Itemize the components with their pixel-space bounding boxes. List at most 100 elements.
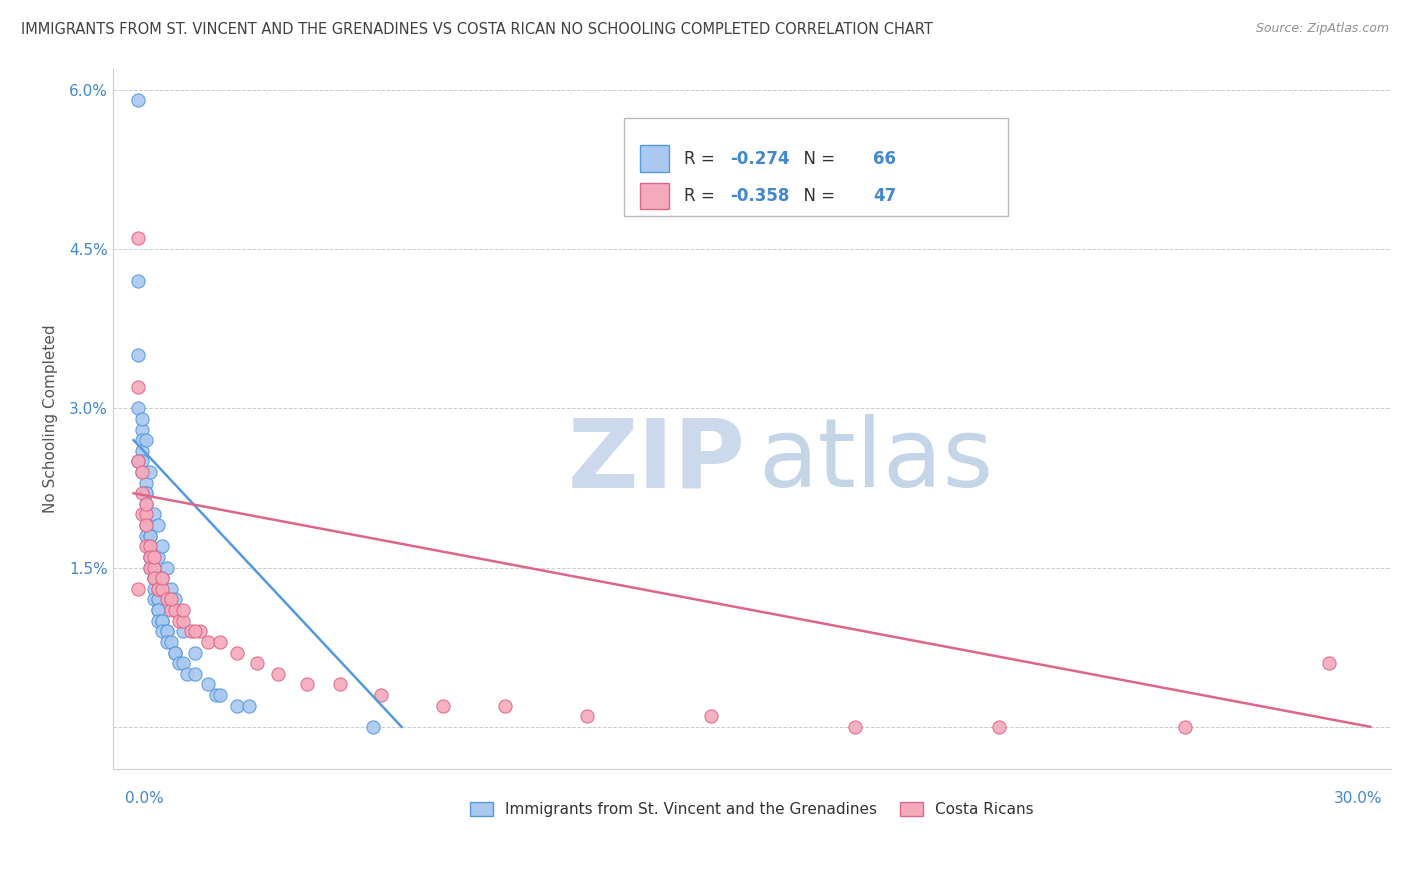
- Point: [155, 592, 177, 607]
- Point: [135, 529, 157, 543]
- Point: [152, 571, 174, 585]
- Point: [139, 539, 162, 553]
- Point: [238, 698, 260, 713]
- Point: [131, 454, 153, 468]
- Point: [127, 274, 149, 288]
- Point: [205, 688, 228, 702]
- Point: [267, 666, 290, 681]
- Point: [148, 592, 170, 607]
- Point: [152, 624, 174, 639]
- Text: -0.274: -0.274: [730, 150, 790, 168]
- Point: [159, 603, 181, 617]
- Point: [135, 486, 157, 500]
- Point: [135, 508, 157, 522]
- Point: [180, 624, 202, 639]
- Point: [139, 539, 162, 553]
- Point: [155, 560, 177, 574]
- Point: [135, 433, 157, 447]
- Point: [135, 486, 157, 500]
- Point: [139, 560, 162, 574]
- Point: [127, 231, 149, 245]
- Point: [131, 423, 153, 437]
- Legend: Immigrants from St. Vincent and the Grenadines, Costa Ricans: Immigrants from St. Vincent and the Gren…: [463, 795, 1042, 825]
- Point: [152, 571, 174, 585]
- Point: [172, 603, 194, 617]
- Point: [163, 646, 186, 660]
- Point: [135, 518, 157, 533]
- Point: [143, 549, 166, 564]
- Point: [139, 529, 162, 543]
- Point: [152, 614, 174, 628]
- Text: atlas: atlas: [758, 415, 994, 508]
- Point: [370, 688, 392, 702]
- Point: [143, 571, 166, 585]
- Point: [148, 582, 170, 596]
- Point: [131, 465, 153, 479]
- Point: [159, 592, 181, 607]
- Point: [139, 529, 162, 543]
- Point: [209, 635, 232, 649]
- Point: [155, 624, 177, 639]
- Text: 47: 47: [873, 187, 897, 205]
- Point: [988, 720, 1011, 734]
- Y-axis label: No Schooling Completed: No Schooling Completed: [44, 325, 58, 513]
- Point: [225, 698, 247, 713]
- Text: -0.358: -0.358: [730, 187, 790, 205]
- Point: [197, 677, 219, 691]
- Text: R =: R =: [685, 187, 720, 205]
- Point: [135, 518, 157, 533]
- Point: [1174, 720, 1197, 734]
- Point: [143, 571, 166, 585]
- Text: 30.0%: 30.0%: [1334, 790, 1382, 805]
- Text: R =: R =: [685, 150, 720, 168]
- Point: [139, 465, 162, 479]
- Bar: [640, 145, 669, 172]
- Text: 66: 66: [873, 150, 897, 168]
- Point: [184, 646, 207, 660]
- Point: [329, 677, 352, 691]
- Point: [135, 539, 157, 553]
- Point: [148, 549, 170, 564]
- Point: [143, 560, 166, 574]
- Point: [135, 497, 157, 511]
- Text: IMMIGRANTS FROM ST. VINCENT AND THE GRENADINES VS COSTA RICAN NO SCHOOLING COMPL: IMMIGRANTS FROM ST. VINCENT AND THE GREN…: [21, 22, 934, 37]
- Point: [127, 454, 149, 468]
- Point: [361, 720, 384, 734]
- Point: [155, 624, 177, 639]
- Point: [209, 688, 232, 702]
- Point: [127, 401, 149, 416]
- Point: [131, 443, 153, 458]
- Point: [844, 720, 866, 734]
- Point: [176, 666, 198, 681]
- Point: [131, 486, 153, 500]
- Point: [131, 508, 153, 522]
- Point: [143, 571, 166, 585]
- Point: [159, 635, 181, 649]
- Point: [148, 603, 170, 617]
- Point: [184, 666, 207, 681]
- Point: [135, 475, 157, 490]
- Point: [152, 614, 174, 628]
- Point: [148, 518, 170, 533]
- Text: N =: N =: [793, 187, 841, 205]
- Point: [167, 614, 190, 628]
- Point: [225, 646, 247, 660]
- Point: [163, 592, 186, 607]
- Point: [432, 698, 454, 713]
- Point: [139, 549, 162, 564]
- Point: [135, 497, 157, 511]
- Point: [139, 560, 162, 574]
- Point: [127, 348, 149, 362]
- Text: 0.0%: 0.0%: [125, 790, 165, 805]
- Point: [155, 635, 177, 649]
- Point: [143, 592, 166, 607]
- Point: [127, 582, 149, 596]
- Point: [172, 614, 194, 628]
- Point: [184, 624, 207, 639]
- Point: [139, 549, 162, 564]
- Point: [576, 709, 599, 723]
- Point: [127, 94, 149, 108]
- Point: [148, 614, 170, 628]
- Point: [148, 592, 170, 607]
- Point: [159, 582, 181, 596]
